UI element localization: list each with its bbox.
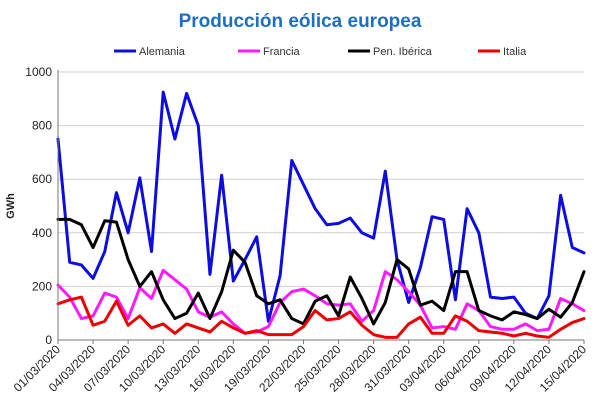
gridlines [58,71,584,287]
y-axis-ticks: 0 200 400 600 800 1000 [25,65,52,347]
y-tick-label: 0 [45,333,52,347]
legend-label: Francia [263,46,301,58]
axes [57,70,584,341]
y-tick-label: 200 [32,279,52,293]
legend-label: Italia [503,46,527,58]
y-tick-label: 800 [32,119,52,133]
series-line-pen-ib-rica [56,217,586,326]
y-tick-label: 400 [32,226,52,240]
series-lines [56,90,586,339]
y-axis-label: GWh [5,193,17,219]
x-axis-ticks: 01/03/202004/03/202007/03/202010/03/2020… [11,340,589,395]
legend-label: Alemania [139,46,186,58]
legend-label: Pen. Ibérica [373,46,433,58]
series-line-alemania [56,90,586,323]
legend: Alemania Francia Pen. Ibérica Italia [114,46,527,58]
y-tick-label: 600 [32,172,52,186]
series-line-italia [56,295,586,339]
chart-title: Producción eólica europea [179,11,422,32]
y-tick-label: 1000 [25,65,52,79]
